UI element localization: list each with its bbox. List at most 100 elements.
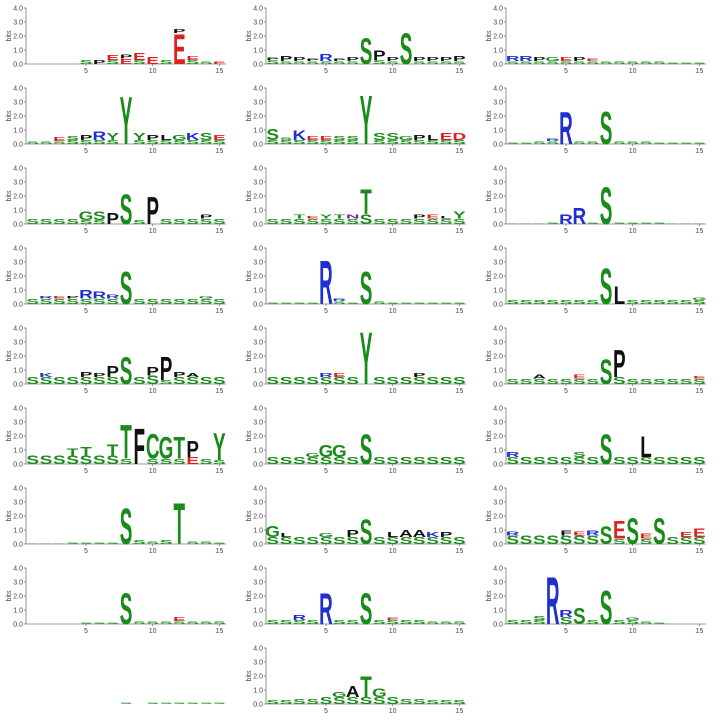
y-axis-label: bits bbox=[246, 270, 253, 281]
logo-letter-S: S bbox=[546, 378, 559, 387]
logo-letter-S: S bbox=[626, 141, 639, 145]
logo-letter-S: S bbox=[520, 619, 533, 626]
logo-letter-S: S bbox=[40, 454, 53, 467]
logo-letter-S: S bbox=[213, 459, 226, 466]
logo-letter-S: S bbox=[520, 378, 533, 387]
logo-letter-S: S bbox=[280, 619, 293, 626]
logo-letter-S: S bbox=[373, 536, 386, 547]
logo-letter-S: S bbox=[80, 376, 93, 387]
logo-letter-S: S bbox=[680, 142, 693, 144]
logo-letter-S: S bbox=[26, 298, 39, 307]
logo-letter-S: S bbox=[360, 262, 373, 314]
logo-panel-24: 0.0 1.0 2.0 3.0 4.0 bits 5 10 15 S S S S R S R S S S S S G S S bbox=[484, 562, 714, 639]
logo-letter-S: S bbox=[173, 621, 186, 625]
logo-letter-S: S bbox=[533, 456, 546, 467]
x-tick-label: 5 bbox=[564, 468, 568, 475]
logo-panel-20: 0.0 1.0 2.0 3.0 4.0 bits 5 10 15 S G S L S S S G S S P S S S L S… bbox=[244, 482, 474, 555]
y-tick-label: 1.0 bbox=[493, 208, 503, 215]
x-tick-label: 5 bbox=[324, 308, 328, 315]
logo-letter-S: S bbox=[426, 456, 439, 467]
logo-letter-S: S bbox=[613, 456, 626, 467]
x-tick-label: 5 bbox=[324, 388, 328, 395]
logo-letter-P: P bbox=[346, 529, 359, 540]
x-tick-label: 15 bbox=[695, 468, 703, 475]
logo-letter-S: S bbox=[200, 458, 213, 467]
logo-letter-S: S bbox=[120, 350, 133, 393]
logo-letter-S: S bbox=[93, 210, 106, 223]
logo-letter-S: S bbox=[146, 139, 159, 146]
logo-panel-12: 0.0 1.0 2.0 3.0 4.0 bits 5 10 15 S S S S S S S S L S S S S S S G bbox=[484, 242, 714, 316]
x-tick-label: 10 bbox=[149, 388, 157, 395]
logo-letter-S: S bbox=[66, 454, 79, 467]
logo-letter-S: S bbox=[186, 376, 199, 387]
x-tick-label: 5 bbox=[564, 548, 568, 555]
logo-letter-S: S bbox=[520, 534, 533, 547]
y-axis-label: bits bbox=[246, 510, 253, 521]
y-tick-label: 1.0 bbox=[493, 608, 503, 615]
logo-letter-S: S bbox=[93, 454, 106, 467]
logo-letter-S: S bbox=[200, 541, 213, 545]
y-tick-label: 2.0 bbox=[13, 594, 23, 601]
logo-letter-P: P bbox=[413, 213, 426, 220]
logo-letter-E: E bbox=[586, 58, 599, 62]
logo-letter-P: P bbox=[106, 363, 119, 381]
logo-letter-S: S bbox=[213, 218, 226, 227]
logo-letter-S: S bbox=[40, 376, 53, 387]
logo-letter-S: S bbox=[280, 61, 293, 65]
logo-letter-S: S bbox=[293, 302, 306, 304]
logo-letter-S: S bbox=[66, 298, 79, 307]
logo-letter-S: S bbox=[53, 141, 66, 145]
logo-letter-S: S bbox=[653, 222, 666, 224]
logo-letter-L: L bbox=[427, 133, 439, 142]
logo-letter-S: S bbox=[426, 621, 439, 625]
y-tick-label: 2.0 bbox=[13, 434, 23, 441]
logo-letter-S: S bbox=[120, 186, 133, 234]
logo-letter-R: R bbox=[79, 289, 93, 302]
logo-letter-S: S bbox=[66, 218, 79, 227]
x-tick-label: 15 bbox=[455, 228, 463, 235]
y-tick-label: 3.0 bbox=[493, 340, 503, 347]
logo-letter-S: S bbox=[400, 139, 413, 146]
logo-letter-S: S bbox=[186, 702, 199, 704]
logo-letter-S: S bbox=[640, 61, 653, 65]
logo-letter-R: R bbox=[39, 295, 53, 299]
logo-letter-S: S bbox=[573, 456, 586, 467]
logo-letter-S: S bbox=[93, 298, 106, 307]
logo-letter-S: S bbox=[280, 136, 293, 140]
x-tick-label: 5 bbox=[84, 468, 88, 475]
logo-letter-E: E bbox=[173, 616, 186, 623]
y-tick-label: 3.0 bbox=[13, 100, 23, 107]
y-tick-label: 2.0 bbox=[253, 354, 263, 361]
y-tick-label: 0.0 bbox=[493, 542, 503, 549]
logo-letter-S: S bbox=[426, 61, 439, 65]
logo-letter-F: F bbox=[560, 529, 572, 538]
logo-letter-S: S bbox=[640, 538, 653, 547]
logo-letter-S: S bbox=[560, 534, 573, 547]
logo-panel-2: 0.0 1.0 2.0 3.0 4.0 bits 5 10 15 S P S P S P S P S R S P S P S S… bbox=[244, 2, 474, 76]
logo-letter-T: T bbox=[334, 213, 346, 220]
logo-letter-S: S bbox=[266, 699, 279, 706]
y-tick-label: 3.0 bbox=[13, 580, 23, 587]
y-tick-label: 0.0 bbox=[253, 142, 263, 149]
logo-letter-S: S bbox=[213, 542, 226, 544]
logo-letter-S: S bbox=[373, 456, 386, 467]
y-tick-label: 0.0 bbox=[493, 222, 503, 229]
logo-letter-S: S bbox=[66, 542, 79, 544]
x-tick-label: 10 bbox=[389, 468, 397, 475]
x-tick-label: 15 bbox=[695, 308, 703, 315]
logo-letter-S: S bbox=[400, 619, 413, 626]
logo-letter-S: S bbox=[333, 218, 346, 227]
logo-letter-S: S bbox=[573, 61, 586, 65]
y-tick-label: 2.0 bbox=[13, 354, 23, 361]
x-tick-label: 5 bbox=[324, 468, 328, 475]
logo-panel-17: 0.0 1.0 2.0 3.0 4.0 bits 5 10 15 S S S S G S G S G S S S S S S S… bbox=[244, 402, 474, 475]
logo-letter-E: E bbox=[440, 131, 453, 142]
logo-letter-S: S bbox=[680, 223, 693, 224]
logo-letter-P: P bbox=[533, 56, 546, 63]
logo-letter-S: S bbox=[586, 534, 599, 547]
logo-letter-P: P bbox=[346, 56, 359, 63]
x-tick-label: 5 bbox=[84, 308, 88, 315]
